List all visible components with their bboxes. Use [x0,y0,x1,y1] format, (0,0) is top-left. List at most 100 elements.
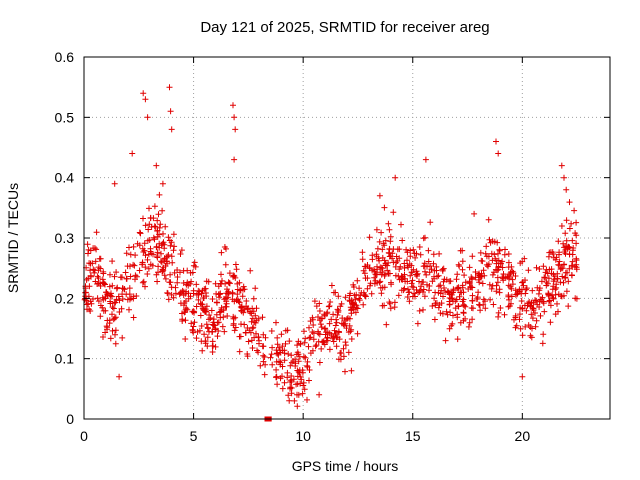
data-point [342,368,348,375]
data-point [412,254,419,261]
data-point [326,346,333,353]
data-point [433,263,440,270]
data-point [523,286,529,293]
data-point [505,282,512,289]
data-point [136,242,143,249]
data-point [93,229,100,236]
data-point [129,150,136,157]
data-point [401,260,408,267]
data-point [407,253,414,260]
data-point [184,267,191,274]
data-point [322,331,329,338]
data-point [302,354,309,361]
data-point [571,207,578,214]
data-point [149,262,156,269]
data-point [144,256,151,263]
data-point [374,271,380,278]
data-point [350,284,357,290]
data-point [256,337,262,344]
data-point [328,282,335,289]
data-point [102,329,109,336]
data-point [92,258,99,265]
data-point [364,285,371,292]
data-point [294,342,301,349]
data-point [142,96,149,103]
data-point [335,356,342,363]
data-point [333,319,340,326]
data-point [188,278,195,285]
data-point [368,290,375,297]
data-point [195,296,202,303]
data-point [357,292,364,299]
data-point [487,239,494,246]
data-point [361,270,368,277]
data-point [200,295,207,301]
data-point [180,292,187,299]
data-point [529,287,536,294]
data-point [177,269,183,276]
data-point [95,298,102,305]
data-point [154,249,161,256]
data-point [332,322,339,329]
data-point [183,281,190,288]
data-point [304,362,310,369]
data-point [373,226,380,233]
data-point [209,349,216,355]
data-point [204,325,211,332]
data-point [561,174,567,181]
data-point [475,276,482,283]
data-point [137,230,144,237]
data-point [281,357,288,364]
data-point [399,237,406,244]
data-point [385,270,392,277]
data-point [221,328,228,335]
data-point [281,347,288,354]
data-point [127,263,133,270]
data-point [142,264,149,271]
data-point [310,330,317,337]
data-point [506,296,512,303]
data-point [209,296,216,302]
data-point [238,308,245,315]
data-point [374,263,380,270]
data-point [285,392,292,399]
data-point [166,237,173,244]
data-point [405,264,412,271]
data-point [174,274,181,280]
data-point [284,327,291,334]
data-point [429,303,436,309]
data-point [140,215,146,222]
data-point [293,381,300,388]
data-point [259,314,266,321]
data-point [351,292,358,299]
data-point [351,301,358,308]
data-point [150,215,157,222]
data-point [450,286,457,293]
data-point [218,249,225,256]
data-point [119,296,126,302]
data-point [165,296,172,303]
data-point [212,343,219,350]
data-point [501,311,508,318]
data-point [331,327,338,334]
data-point [261,354,268,360]
data-point [161,272,168,279]
data-point [97,280,103,287]
data-point [377,264,384,271]
data-point [563,237,570,244]
data-point [533,317,540,324]
data-point [541,274,548,281]
data-point [460,310,467,317]
data-point [239,293,246,300]
data-point [438,287,445,294]
data-point [269,344,276,351]
data-point [487,296,494,303]
data-point [573,232,580,239]
data-point [313,303,320,310]
data-point [416,307,423,314]
data-point [141,247,148,254]
data-point [88,300,95,307]
data-point [519,332,526,339]
data-point [190,308,197,315]
data-point [492,255,499,262]
